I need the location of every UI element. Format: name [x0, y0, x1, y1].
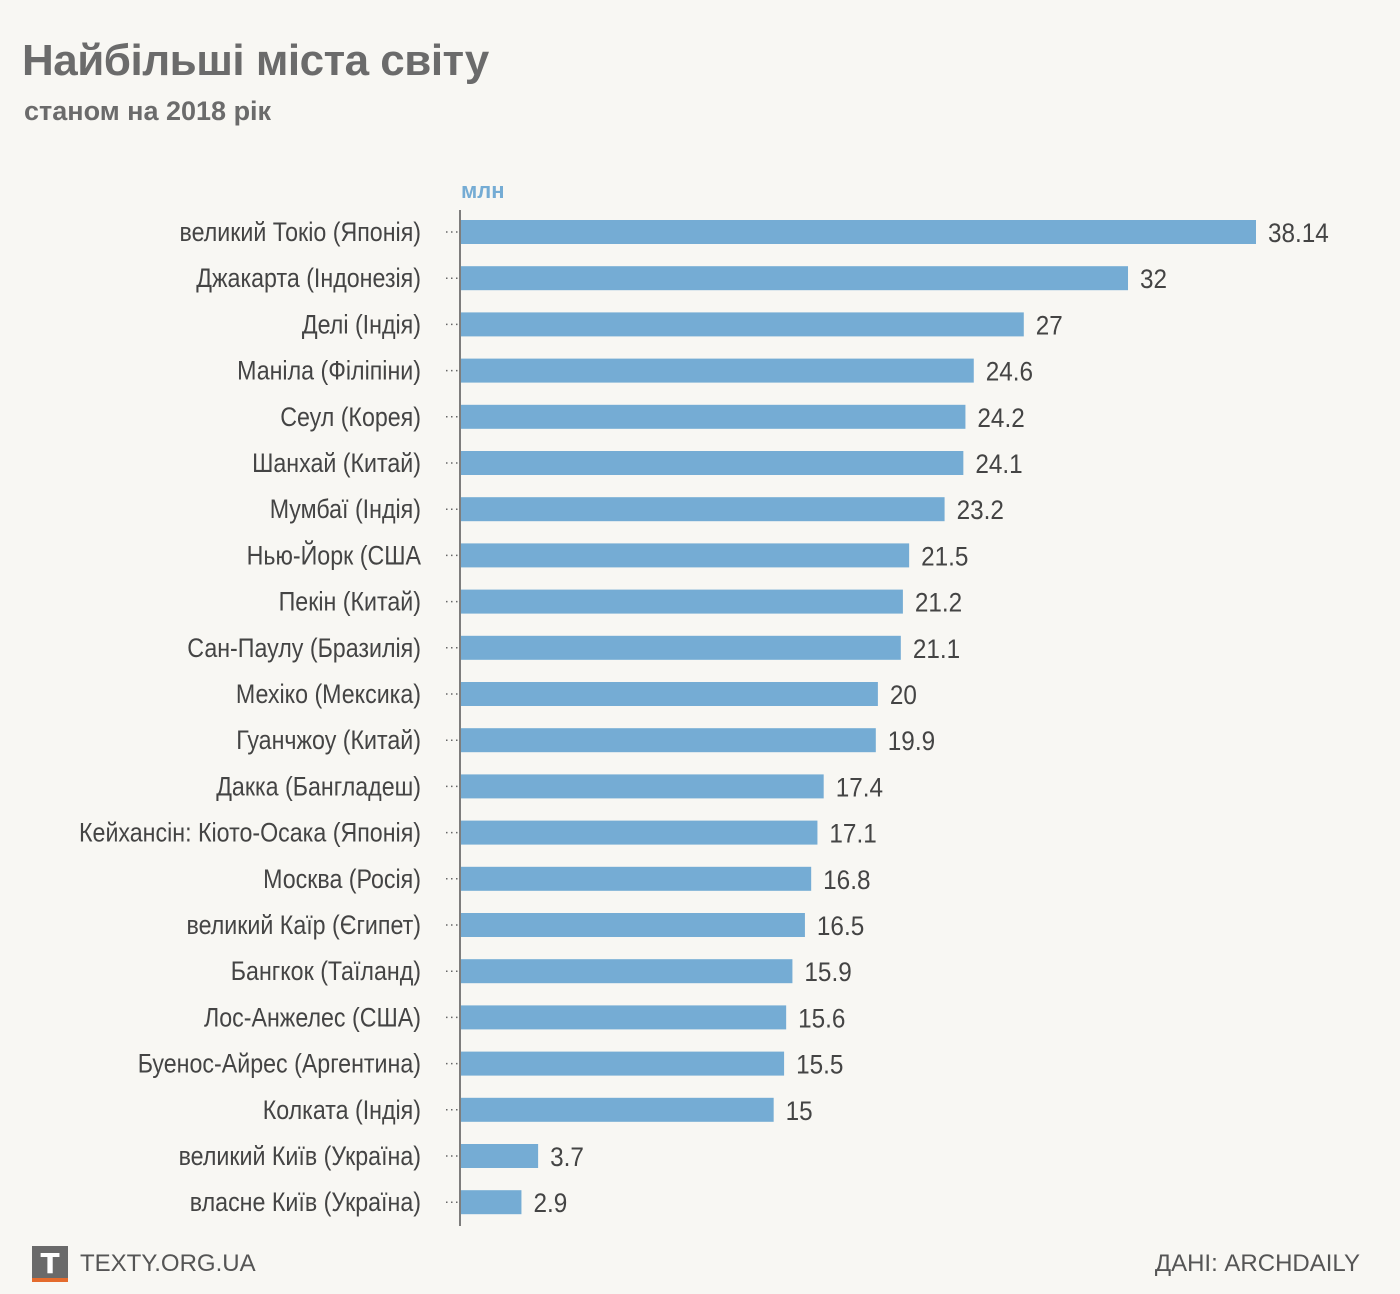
value-label: 15: [786, 1096, 813, 1126]
bar: [461, 312, 1024, 337]
bar: [461, 220, 1256, 244]
bar: [461, 497, 945, 522]
bar: [461, 728, 876, 753]
value-label: 24.6: [986, 357, 1033, 387]
category-label: Шанхай (Китай): [252, 448, 421, 478]
unit-label: млн: [461, 178, 505, 203]
footer-source: ДАНІ: ARCHDAILY: [1154, 1250, 1360, 1277]
bar: [461, 1144, 539, 1168]
value-label: 24.1: [975, 449, 1022, 479]
value-label: 21.5: [921, 541, 968, 571]
category-label: Мумбаї (Індія): [270, 494, 421, 524]
category-label: Нью-Йорк (США: [247, 539, 421, 570]
bar: [461, 451, 964, 475]
bar: [461, 358, 974, 383]
bar: [461, 820, 818, 845]
chart-subtitle: станом на 2018 рік: [24, 96, 272, 126]
category-label: Дакка (Бангладеш): [216, 771, 421, 801]
value-label: 16.5: [817, 911, 864, 941]
value-label: 15.9: [804, 957, 851, 987]
category-label: Мехіко (Мексика): [236, 679, 421, 709]
value-label: 2.9: [533, 1188, 567, 1218]
category-label: Бангкок (Таїланд): [231, 956, 421, 986]
value-label: 3.7: [550, 1142, 584, 1172]
bar: [461, 1051, 785, 1076]
value-label: 17.1: [829, 819, 876, 849]
category-label: Джакарта (Індонезія): [196, 263, 421, 293]
bar: [461, 774, 824, 799]
bar: [461, 682, 878, 706]
category-label: великий Каїр (Єгипет): [187, 910, 422, 940]
bar: [461, 1005, 787, 1030]
value-label: 32: [1140, 264, 1167, 294]
chart-title: Найбільші міста світу: [22, 36, 489, 85]
texty-logo-icon: T: [32, 1246, 68, 1282]
category-label: Делі (Індія): [302, 309, 421, 339]
bar: [461, 404, 966, 429]
category-label: Пекін (Китай): [279, 587, 421, 617]
category-label: Буенос-Айрес (Аргентина): [138, 1049, 421, 1079]
value-label: 27: [1036, 310, 1063, 340]
bar: [461, 589, 903, 614]
value-label: 21.2: [915, 588, 962, 618]
value-label: 15.6: [798, 1003, 845, 1033]
bar: [461, 913, 805, 937]
bar: [461, 866, 812, 891]
value-label: 38.14: [1268, 218, 1329, 248]
category-label: Кейхансін: Кіото-Осака (Японія): [79, 818, 421, 848]
footer-site: TEXTY.ORG.UA: [80, 1250, 256, 1277]
category-label: Колката (Індія): [263, 1095, 421, 1125]
value-label: 24.2: [977, 403, 1024, 433]
value-label: 17.4: [836, 772, 883, 802]
bar: [461, 266, 1129, 291]
category-label: Маніла (Філіпіни): [237, 356, 421, 386]
category-label: власне Київ (Україна): [190, 1187, 421, 1217]
category-label: Сеул (Корея): [280, 402, 421, 432]
category-label: великий Токіо (Японія): [180, 217, 422, 247]
bar: [461, 635, 901, 660]
bar: [461, 1097, 774, 1122]
category-label: Сан-Паулу (Бразилія): [187, 633, 421, 663]
category-label: Лос-Анжелес (США): [204, 1002, 421, 1032]
value-label: 15.5: [796, 1050, 843, 1080]
category-label: Гуанчжоу (Китай): [236, 725, 421, 755]
value-label: 19.9: [888, 726, 935, 756]
bar: [461, 543, 910, 568]
value-label: 16.8: [823, 865, 870, 895]
category-label: великий Київ (Україна): [179, 1141, 421, 1171]
value-label: 23.2: [957, 495, 1004, 525]
bar: [461, 1190, 522, 1215]
value-label: 20: [890, 680, 917, 710]
bar: [461, 959, 793, 984]
category-label: Москва (Росія): [263, 864, 421, 894]
value-label: 21.1: [913, 634, 960, 664]
